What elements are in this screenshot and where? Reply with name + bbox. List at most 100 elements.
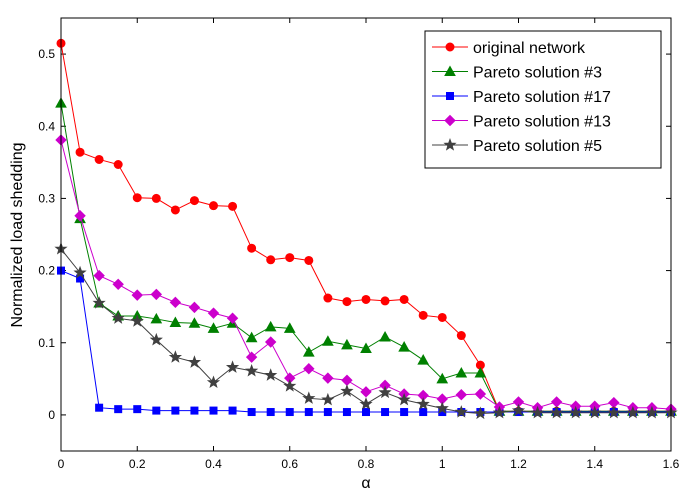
data-point [435, 401, 449, 415]
data-point [74, 210, 86, 222]
data-point [264, 320, 277, 332]
data-point [187, 355, 202, 368]
data-point [152, 406, 161, 415]
data-point [189, 196, 199, 206]
data-point [188, 317, 201, 328]
y-tick-label: 0.2 [38, 264, 55, 278]
x-tick-label: 0.6 [281, 457, 298, 471]
data-point [323, 293, 333, 303]
legend-label: Pareto solution #17 [473, 89, 611, 106]
data-point [304, 408, 313, 417]
data-point [245, 363, 259, 377]
legend-marker [445, 42, 455, 52]
data-point [131, 289, 143, 301]
data-point [474, 388, 487, 400]
data-point [169, 296, 182, 309]
data-point [399, 294, 409, 304]
data-point [190, 406, 199, 415]
y-tick-label: 0.5 [38, 47, 55, 61]
legend-entry: original network [432, 40, 586, 57]
series-layer [54, 38, 678, 420]
legend-label: Pareto solution #3 [473, 65, 602, 82]
data-point [437, 312, 447, 322]
y-axis-label: Normalized load shedding [9, 143, 26, 328]
data-point [114, 405, 123, 414]
data-point [322, 372, 334, 384]
data-point [474, 367, 487, 378]
data-point [266, 255, 276, 265]
data-point [378, 385, 392, 399]
data-point [285, 408, 294, 417]
data-point [645, 405, 659, 419]
y-tick-label: 0.4 [38, 119, 55, 133]
data-point [92, 296, 106, 309]
x-tick-label: 1 [439, 457, 446, 471]
data-point [266, 408, 275, 417]
x-tick-label: 1.4 [586, 457, 603, 471]
x-tick-label: 1.2 [510, 457, 527, 471]
plot-frame [60, 17, 672, 452]
data-point [130, 314, 144, 327]
x-tick-label: 0 [58, 457, 65, 471]
data-point [419, 408, 428, 417]
series-5 [54, 241, 678, 420]
x-tick-label: 0.4 [205, 457, 222, 471]
legend-label: original network [473, 40, 586, 57]
data-point [209, 201, 218, 211]
data-point [209, 406, 218, 415]
tick-labels: 0 0.2 0.4 0.6 0.8 1 1.2 1.4 1.6 0 0.1 0.2 0.3 0.4 0.5 [38, 47, 679, 471]
data-point [283, 379, 297, 392]
legend-label: Pareto solution #5 [473, 138, 602, 155]
data-point [550, 405, 564, 419]
data-point [321, 392, 335, 406]
data-point [75, 147, 85, 157]
data-point [454, 405, 468, 418]
data-point [456, 331, 466, 341]
y-tick-label: 0 [48, 408, 55, 422]
data-point [416, 397, 430, 410]
data-point [188, 301, 201, 314]
data-point [111, 311, 125, 324]
legend: original network Pareto solution #3 Pareto… [424, 30, 662, 169]
data-point [418, 310, 428, 320]
data-point [206, 375, 221, 389]
x-axis-label: α [361, 475, 370, 492]
data-point [169, 316, 182, 328]
data-point [340, 384, 354, 397]
data-point [170, 205, 180, 215]
data-point [133, 405, 142, 414]
data-point [168, 350, 182, 363]
data-point [150, 312, 163, 324]
data-point [360, 386, 372, 398]
y-tick-label: 0.1 [38, 336, 55, 350]
data-point [95, 403, 104, 412]
data-point [302, 391, 316, 404]
data-point [588, 405, 602, 419]
data-point [323, 408, 332, 417]
data-point [303, 363, 315, 375]
data-point [283, 322, 296, 333]
data-point [342, 408, 351, 417]
data-point [361, 294, 371, 304]
legend-marker [443, 138, 457, 151]
legend-entry: Pareto solution #13 [432, 114, 611, 131]
data-point [322, 335, 334, 346]
data-point [247, 243, 257, 253]
data-point [112, 278, 124, 291]
legend-marker [446, 92, 454, 100]
legend-entry: Pareto solution #17 [432, 89, 611, 106]
data-point [149, 332, 163, 346]
data-point [93, 269, 105, 282]
data-point [247, 408, 256, 417]
data-point [73, 265, 87, 279]
data-point [417, 354, 430, 365]
data-point [285, 253, 295, 263]
data-point [398, 341, 410, 352]
data-point [245, 331, 258, 343]
data-point [380, 296, 390, 306]
data-point [492, 405, 507, 419]
data-point [569, 405, 583, 419]
data-point [473, 406, 487, 420]
data-point [397, 392, 411, 406]
